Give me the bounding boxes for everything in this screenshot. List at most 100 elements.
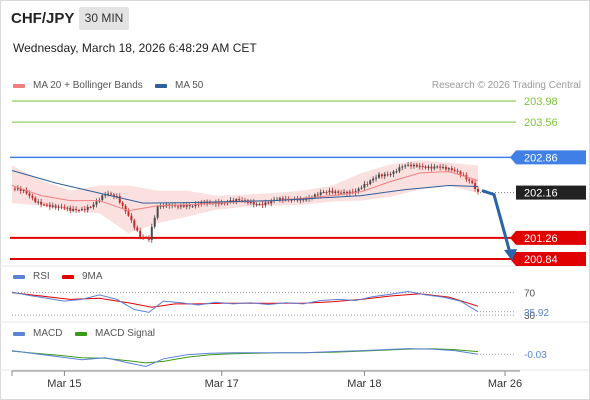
- timeframe-button[interactable]: 30 MIN: [79, 7, 129, 30]
- pivot-label: 202.86: [524, 152, 558, 164]
- research-credit: Research © 2026 Trading Central: [431, 80, 581, 91]
- ma20-legend-label: MA 20 + Bollinger Bands: [33, 80, 143, 91]
- candle-body: [133, 220, 136, 228]
- candle-body: [360, 187, 363, 189]
- candle-body: [127, 211, 130, 216]
- candle-body: [456, 170, 459, 172]
- candle-body: [468, 179, 471, 181]
- candle-body: [232, 200, 235, 202]
- candle-body: [136, 227, 139, 231]
- candle-body: [471, 180, 474, 184]
- candle-body: [267, 202, 270, 204]
- candle-body: [433, 166, 436, 169]
- last-price-label: 202.16: [524, 188, 558, 200]
- candle-body: [48, 204, 51, 207]
- candle-body: [334, 191, 337, 193]
- candle-body: [290, 199, 293, 201]
- macd-signal-legend-swatch: [75, 332, 87, 336]
- candle-body: [345, 191, 348, 194]
- macd-signal-line: [11, 348, 479, 364]
- candle-body: [235, 199, 238, 202]
- candle-body: [369, 180, 372, 185]
- candle-body: [72, 208, 75, 211]
- candle-body: [252, 202, 255, 205]
- candle-body: [322, 191, 325, 193]
- candle-body: [380, 174, 383, 177]
- candle-body: [139, 230, 142, 237]
- support-tag: [510, 230, 586, 245]
- candle-body: [462, 174, 465, 176]
- macd-legend-swatch: [13, 332, 25, 336]
- support-label: 201.26: [524, 233, 558, 245]
- candle-body: [302, 198, 305, 201]
- candle-body: [444, 166, 447, 170]
- candle-body: [407, 164, 410, 166]
- candle-body: [130, 215, 133, 221]
- candle-body: [453, 170, 456, 172]
- candle-body: [450, 168, 453, 171]
- candle-body: [66, 207, 69, 209]
- candle-body: [162, 205, 165, 207]
- candle-body: [43, 204, 46, 206]
- candle-body: [299, 198, 302, 201]
- candle-body: [177, 206, 180, 208]
- candle-body: [383, 174, 386, 177]
- candle-body: [477, 188, 479, 192]
- candle-body: [92, 204, 95, 208]
- candle-body: [404, 165, 407, 167]
- candle-body: [156, 206, 159, 218]
- candle-body: [101, 195, 104, 200]
- candle-body: [439, 166, 442, 168]
- candle-body: [197, 204, 200, 206]
- macd-line: [11, 348, 479, 368]
- candle-body: [142, 236, 145, 238]
- candle-body: [34, 197, 37, 203]
- candle-body: [325, 191, 328, 193]
- candle-body: [410, 164, 413, 167]
- candle-body: [421, 165, 424, 167]
- resistance-label: 203.56: [524, 117, 558, 129]
- rsi-level-label: 70: [524, 289, 536, 300]
- candle-body: [153, 217, 156, 227]
- candle-body: [351, 191, 354, 193]
- candle-body: [83, 208, 86, 210]
- candle-body: [241, 200, 244, 202]
- candle-body: [430, 166, 433, 169]
- rsi-legend-swatch: [13, 275, 25, 279]
- candle-body: [206, 202, 209, 204]
- candle-body: [200, 201, 203, 205]
- candle-body: [112, 194, 115, 197]
- candle-body: [86, 206, 89, 210]
- candle-body: [377, 174, 380, 178]
- rsi-ma-line: [11, 292, 479, 308]
- rsi-line: [11, 290, 479, 313]
- candle-body: [316, 194, 319, 196]
- candle-body: [415, 164, 418, 167]
- rsi-ma-legend-label: 9MA: [82, 271, 103, 282]
- candle-body: [447, 168, 450, 170]
- candle-body: [258, 204, 261, 206]
- candle-body: [372, 178, 375, 181]
- candle-body: [13, 188, 16, 190]
- candle-body: [281, 198, 284, 201]
- forecast-arrow-head: [504, 248, 517, 261]
- candle-body: [40, 201, 43, 205]
- candle-body: [418, 165, 421, 167]
- candle-body: [150, 226, 153, 240]
- candle-body: [37, 201, 40, 203]
- candle-body: [398, 167, 401, 172]
- x-axis-tick-label: Mar 26: [488, 378, 522, 390]
- bollinger-band: [12, 160, 478, 234]
- candle-body: [95, 201, 98, 205]
- timestamp: Wednesday, March 18, 2026 6:48:29 AM CET: [13, 41, 257, 55]
- candle-body: [255, 204, 258, 206]
- candle-body: [159, 205, 162, 207]
- candle-body: [89, 206, 92, 208]
- candle-body: [401, 166, 404, 168]
- candle-body: [16, 188, 19, 190]
- candle-body: [328, 190, 331, 193]
- candle-body: [337, 191, 340, 193]
- candle-body: [110, 193, 113, 195]
- rsi-legend-label: RSI: [33, 271, 50, 282]
- rsi-level-label: 30: [524, 311, 536, 322]
